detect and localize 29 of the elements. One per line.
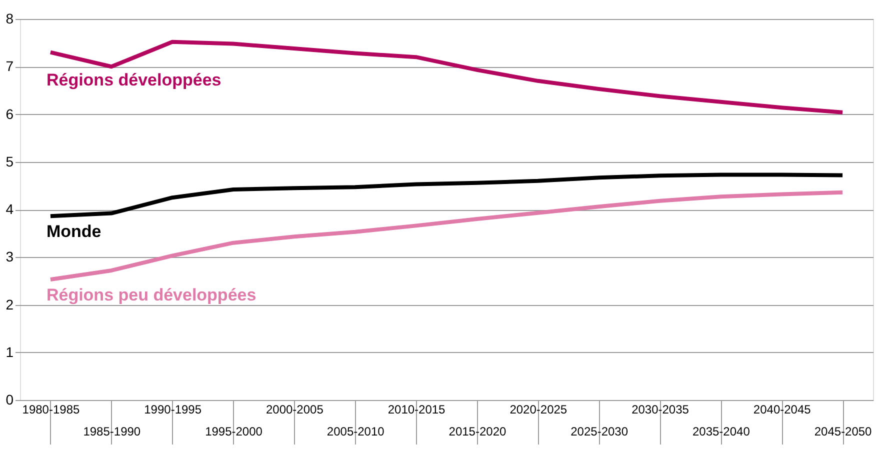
- x-tick-label: 1990-1995: [144, 402, 202, 416]
- series-label: Monde: [46, 222, 102, 242]
- y-tick-label: 0: [6, 392, 14, 408]
- x-tick-label: 2005-2010: [326, 424, 385, 438]
- x-tick-label: 2020-2025: [510, 402, 568, 416]
- y-tick-label: 3: [6, 248, 14, 265]
- line-series: [48, 172, 845, 218]
- x-tick-label: 2015-2020: [448, 424, 506, 438]
- y-tick-label: 2: [6, 296, 14, 312]
- series-label: Régions peu développées: [46, 286, 256, 305]
- x-tick-label: 2040-2045: [753, 402, 812, 416]
- x-tick-label: 2045-2050: [814, 424, 872, 438]
- x-tick-label: 2035-2040: [692, 424, 750, 438]
- x-tick-label: 2030-2035: [632, 402, 690, 416]
- y-tick-label: 4: [6, 201, 14, 217]
- line-series: [48, 190, 845, 282]
- x-tick-label: 1995-2000: [205, 424, 263, 438]
- y-tick-label: 7: [6, 58, 14, 74]
- x-tick-label: 2000-2005: [266, 402, 324, 416]
- y-tick-label: 5: [6, 153, 14, 170]
- x-tick-label: 1980-1985: [22, 402, 80, 416]
- x-tick-label: 1985-1990: [83, 424, 141, 438]
- line-series: [48, 40, 845, 114]
- x-tick-label: 2010-2015: [388, 402, 446, 416]
- y-tick-label: 8: [6, 10, 14, 26]
- y-tick-label: 1: [6, 344, 14, 360]
- series-label: Régions développées: [46, 70, 222, 90]
- y-tick-label: 6: [6, 106, 14, 122]
- x-tick-label: 2025-2030: [570, 424, 628, 438]
